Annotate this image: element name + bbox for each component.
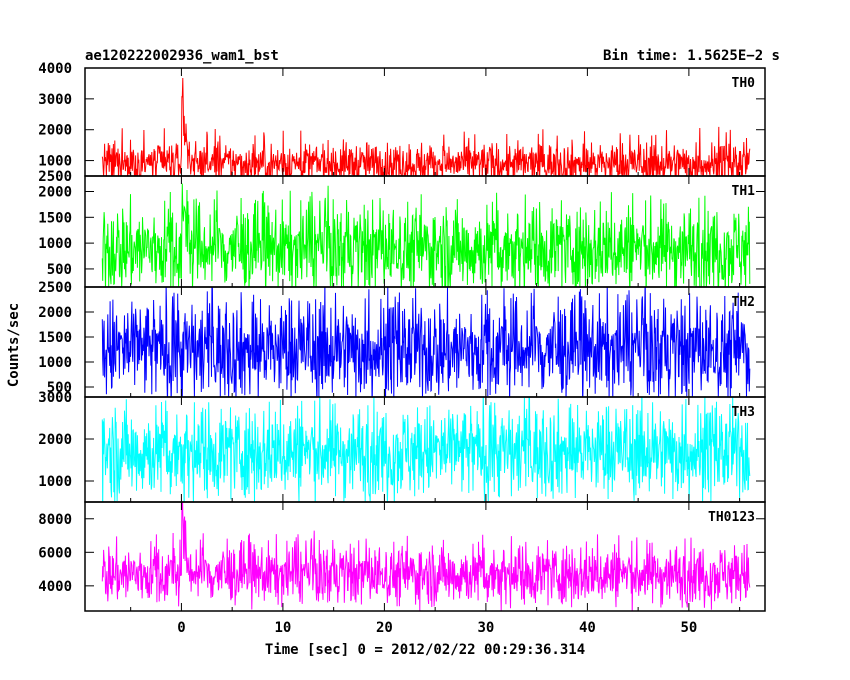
y-axis-label: Counts/sec (6, 303, 22, 387)
series-th0-line (101, 77, 751, 176)
y-tick-label: 4000 (38, 61, 72, 77)
x-tick-label: 40 (579, 620, 596, 636)
frame-group: 10002000300040002500TH050010001500200025… (38, 61, 766, 636)
y-tick-label: 2500 (38, 169, 72, 185)
series-th1-line (101, 183, 751, 287)
y-tick-label: 4000 (38, 579, 72, 595)
y-tick-label: 6000 (38, 545, 72, 561)
x-tick-label: 30 (477, 620, 494, 636)
series-th0123-line (101, 502, 751, 611)
y-tick-label: 2000 (38, 123, 72, 139)
y-tick-label: 8000 (38, 512, 72, 528)
x-tick-label: 20 (376, 620, 393, 636)
panel-label-th2: TH2 (732, 295, 755, 310)
y-tick-label: 1500 (38, 210, 72, 226)
y-tick-label: 1000 (38, 236, 72, 252)
y-tick-label: 3000 (38, 92, 72, 108)
x-tick-label: 0 (177, 620, 185, 636)
figure-title: ae120222002936_wam1_bst (85, 48, 279, 64)
y-tick-label: 1000 (38, 154, 72, 170)
y-tick-label: 500 (47, 262, 72, 278)
bin-time-label: Bin time: 1.5625E−2 s (603, 48, 780, 64)
y-tick-label: 3000 (38, 390, 72, 406)
x-tick-label: 10 (274, 620, 291, 636)
y-tick-label: 2000 (38, 432, 72, 448)
panel-label-th3: TH3 (732, 405, 755, 420)
y-tick-label: 500 (47, 380, 72, 396)
panel-label-th0123: TH0123 (708, 510, 755, 525)
panel-label-th0: TH0 (732, 76, 756, 91)
y-tick-label: 2500 (38, 280, 72, 296)
y-tick-label: 1000 (38, 474, 72, 490)
panel-label-th1: TH1 (732, 184, 756, 199)
x-tick-label: 50 (680, 620, 697, 636)
panel-frame-th0123 (84, 501, 766, 612)
series-th2-line (101, 287, 751, 397)
y-tick-label: 2000 (38, 305, 72, 321)
y-tick-label: 1500 (38, 330, 72, 346)
series-th3-line (101, 397, 751, 502)
y-tick-label: 1000 (38, 355, 72, 371)
y-tick-label: 2000 (38, 184, 72, 200)
x-axis-label: Time [sec] 0 = 2012/02/22 00:29:36.314 (265, 642, 585, 658)
panels-group (101, 77, 751, 611)
